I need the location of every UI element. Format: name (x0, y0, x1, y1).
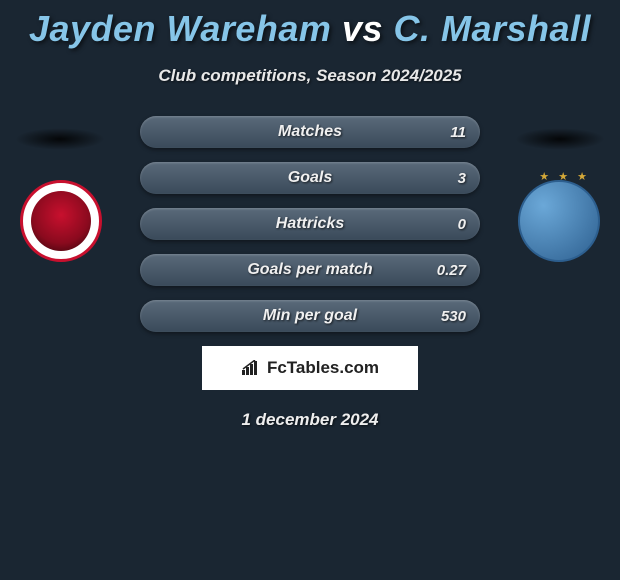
subtitle: Club competitions, Season 2024/2025 (0, 66, 620, 86)
stat-row-hattricks: Hattricks 0 (140, 208, 480, 240)
vs-separator: vs (342, 8, 383, 49)
stat-row-min-per-goal: Min per goal 530 (140, 300, 480, 332)
shadow-left (15, 128, 105, 150)
stat-right-value: 11 (450, 124, 466, 141)
stat-row-goals-per-match: Goals per match 0.27 (140, 254, 480, 286)
brand-text: FcTables.com (267, 358, 379, 378)
shadow-right (515, 128, 605, 150)
chart-icon (241, 360, 261, 376)
player2-name: C. Marshall (394, 8, 592, 49)
stat-row-goals: Goals 3 (140, 162, 480, 194)
comparison-title: Jayden Wareham vs C. Marshall (0, 0, 620, 50)
club-crest-player2 (518, 180, 600, 262)
club-crest-player1 (20, 180, 102, 262)
stat-label: Hattricks (276, 215, 344, 233)
stats-container: Matches 11 Goals 3 Hattricks 0 Goals per… (140, 116, 480, 332)
stat-label: Goals (288, 169, 332, 187)
brand-box: FcTables.com (202, 346, 418, 390)
stat-right-value: 3 (458, 170, 466, 187)
stat-label: Goals per match (247, 261, 372, 279)
stat-row-matches: Matches 11 (140, 116, 480, 148)
stat-right-value: 0.27 (437, 262, 466, 279)
stat-right-value: 530 (441, 308, 466, 325)
stat-label: Matches (278, 123, 342, 141)
stat-label: Min per goal (263, 307, 357, 325)
date-text: 1 december 2024 (0, 410, 620, 430)
player1-name: Jayden Wareham (29, 8, 331, 49)
stat-right-value: 0 (458, 216, 466, 233)
